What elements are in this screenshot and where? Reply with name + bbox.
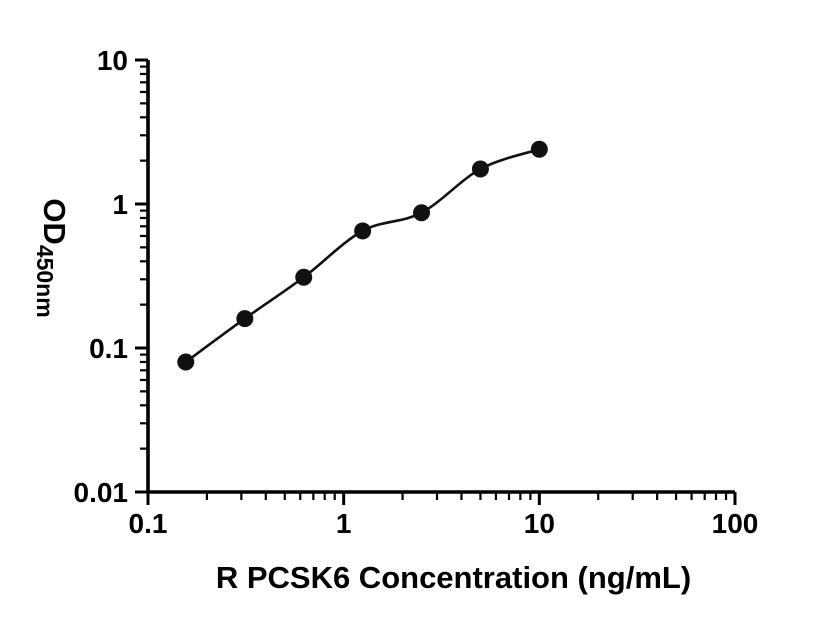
data-point-6	[530, 140, 548, 158]
x-axis-title: R PCSK6 Concentration (ng/mL)	[216, 560, 691, 595]
data-point-4	[413, 204, 431, 222]
x-tick-label-2: 10	[524, 508, 555, 539]
fit-curve	[184, 147, 541, 364]
y-tick-label-0: 0.01	[74, 477, 129, 508]
x-tick-label-1: 1	[336, 508, 352, 539]
data-point-3	[354, 222, 372, 240]
data-point-0	[177, 353, 195, 371]
data-point-5	[471, 160, 489, 178]
y-tick-label-1: 0.1	[89, 333, 128, 364]
x-tick-label-0: 0.1	[129, 508, 168, 539]
y-tick-label-3: 10	[97, 45, 128, 76]
x-tick-label-3: 100	[712, 508, 759, 539]
y-tick-label-2: 1	[112, 189, 128, 220]
y-axis-title-sub: 450nm	[32, 245, 58, 318]
y-axis-title-main: OD	[37, 198, 72, 245]
data-point-2	[295, 268, 313, 286]
y-axis-title: OD450nm	[32, 198, 72, 317]
data-point-1	[236, 310, 254, 328]
